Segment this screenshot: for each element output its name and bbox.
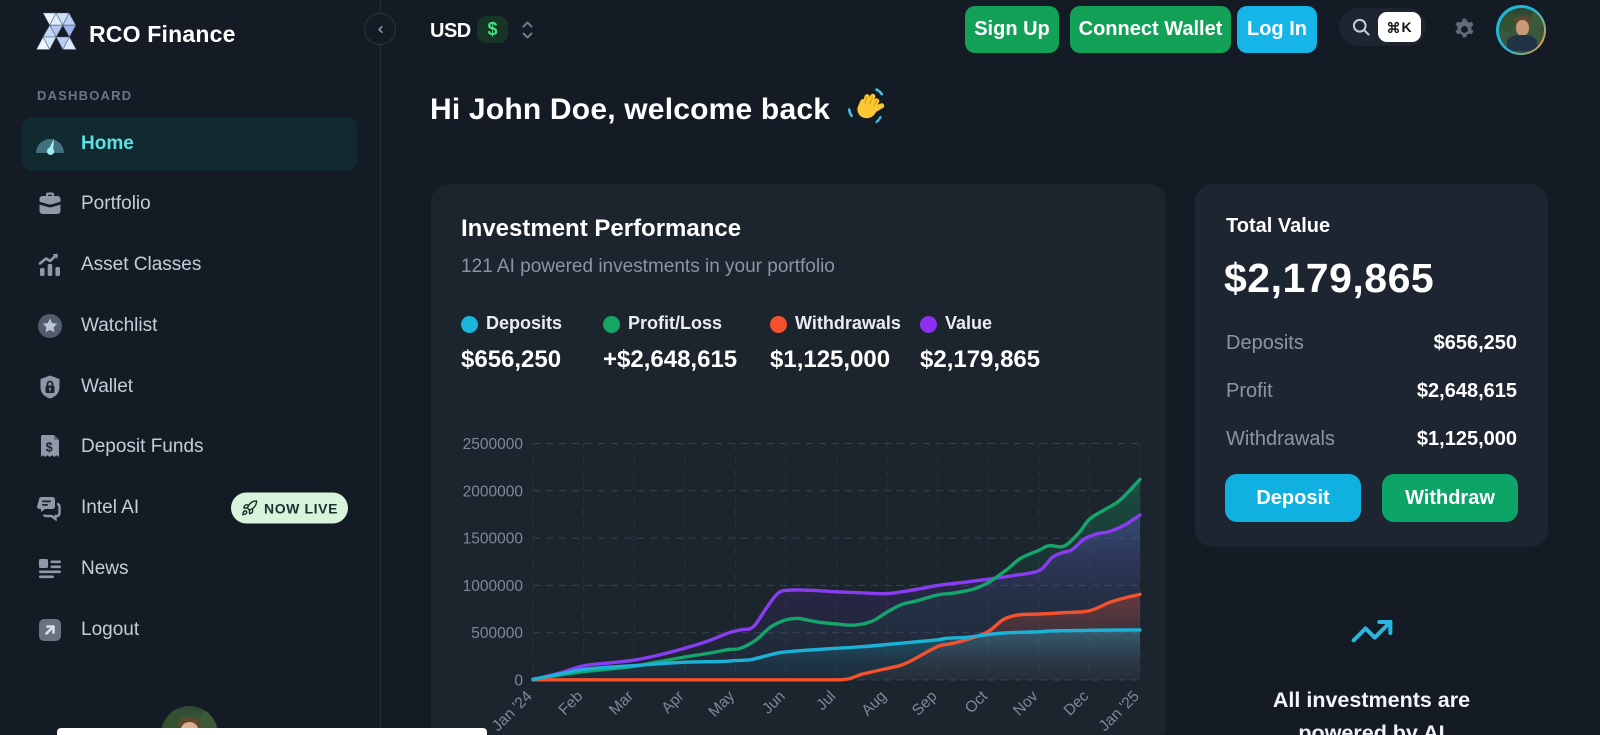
svg-text:Sep: Sep bbox=[909, 688, 941, 720]
svg-text:Mar: Mar bbox=[606, 688, 637, 719]
svg-text:1500000: 1500000 bbox=[463, 531, 524, 548]
svg-text:Nov: Nov bbox=[1010, 688, 1042, 720]
svg-text:0: 0 bbox=[514, 673, 523, 690]
svg-text:Jul: Jul bbox=[813, 688, 839, 714]
svg-text:Jun: Jun bbox=[759, 688, 789, 718]
svg-text:1000000: 1000000 bbox=[463, 578, 524, 595]
svg-text:2500000: 2500000 bbox=[463, 436, 524, 453]
svg-text:2000000: 2000000 bbox=[463, 483, 524, 500]
svg-text:May: May bbox=[705, 688, 738, 721]
svg-text:Jan '25: Jan '25 bbox=[1096, 688, 1143, 735]
svg-text:500000: 500000 bbox=[471, 625, 523, 642]
svg-text:$: $ bbox=[46, 441, 53, 455]
svg-text:Dec: Dec bbox=[1061, 688, 1093, 720]
svg-text:Aug: Aug bbox=[858, 688, 890, 720]
svg-text:Oct: Oct bbox=[962, 687, 992, 717]
svg-text:Feb: Feb bbox=[556, 688, 587, 719]
svg-text:Jan '24: Jan '24 bbox=[489, 688, 536, 735]
svg-text:Apr: Apr bbox=[658, 688, 687, 717]
